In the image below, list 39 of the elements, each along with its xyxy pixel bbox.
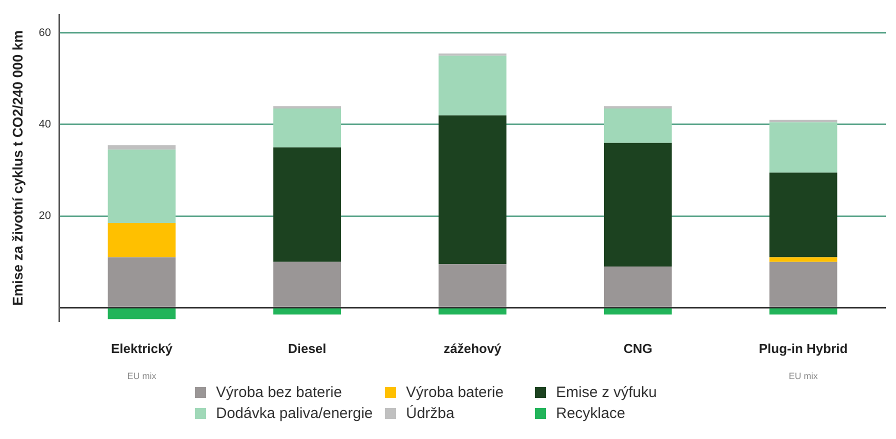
bar: [769, 308, 838, 315]
bar: [108, 308, 176, 320]
text: EU mix: [127, 371, 157, 381]
bar: [769, 122, 838, 173]
bar: [273, 262, 342, 307]
bar: [438, 308, 506, 315]
bar: [108, 145, 176, 150]
bar: [769, 172, 838, 258]
bar: [438, 56, 506, 116]
x-tick-label: Elektrický: [111, 340, 174, 356]
bar: [273, 108, 342, 148]
bar: [604, 108, 672, 143]
y-tick-label: 40: [38, 118, 52, 131]
bar: [604, 266, 672, 307]
bar: [108, 222, 176, 258]
y-axis-title: Emise za životní cyklus t CO2/240 000 km: [9, 30, 26, 306]
bar: [604, 308, 672, 315]
bar: [108, 150, 176, 223]
legend-label: Výroba baterie: [406, 384, 504, 401]
legend-label: Údržba: [406, 405, 454, 422]
bar: [769, 257, 838, 262]
text: EU mix: [788, 371, 818, 381]
x-tick-label: Diesel: [288, 340, 326, 356]
x-tick-label: Plug-in Hybrid: [758, 340, 848, 356]
y-tick-label: 20: [38, 210, 52, 222]
legend-label: Emise z výfuku: [556, 384, 657, 401]
legend-label: Recyklace: [556, 405, 626, 422]
legend-label: Dodávka paliva/energie: [216, 405, 373, 422]
x-tick-label: zážehový: [444, 340, 502, 356]
legend-label: Výroba bez baterie: [216, 384, 342, 401]
bar: [438, 115, 506, 264]
x-tick-label: CNG: [623, 340, 652, 356]
bar: [108, 257, 176, 307]
bar: [769, 262, 838, 307]
bar: [438, 264, 506, 307]
y-tick-label: 60: [38, 26, 52, 39]
bar: [604, 142, 672, 266]
bar: [273, 147, 342, 262]
bar: [273, 308, 342, 315]
